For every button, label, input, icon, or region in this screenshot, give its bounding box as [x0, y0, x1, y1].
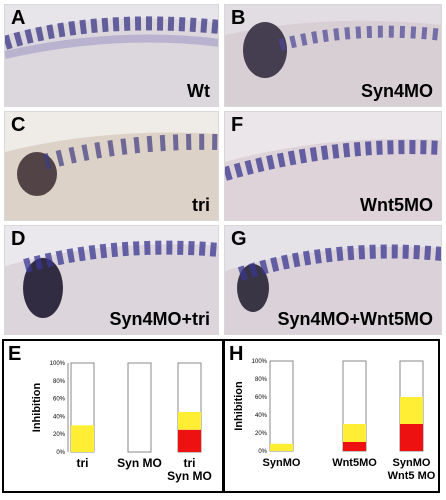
y-tick-label: 40%	[255, 413, 268, 419]
embryo-image-c	[5, 112, 218, 220]
bar-segment	[343, 424, 366, 442]
bar-outline	[269, 360, 294, 452]
bar-segment	[400, 424, 423, 451]
embryo-image-g	[225, 226, 441, 334]
category-label: Syn MO	[117, 456, 162, 470]
panel-caption: Syn4MO	[360, 81, 433, 101]
embryo-image-f	[225, 112, 441, 220]
y-tick-label: 60%	[255, 395, 268, 401]
panel-g: G Syn4MO+Wnt5MO	[224, 225, 442, 335]
chart-h: H Inhibition 0% 20% 40% 60% 80% 100% SynMO Wnt5M…	[225, 341, 438, 491]
category-label: tri	[184, 456, 196, 470]
chart-letter: H	[229, 343, 244, 365]
panel-letter: C	[11, 114, 26, 136]
chart-e: E Inhibition 0% 20% 40% 60% 80% 100% tri Syn MO t…	[4, 341, 222, 491]
embryo-image-a	[5, 5, 218, 106]
panel-b: B Syn4MO	[224, 4, 442, 107]
graphs-divider	[222, 339, 225, 493]
bar-segment	[400, 397, 423, 424]
panel-letter: A	[11, 7, 26, 29]
y-axis-label: Inhibition	[233, 381, 245, 431]
y-tick-label: 80%	[255, 377, 268, 383]
y-axis-label: Inhibition	[31, 382, 43, 432]
panel-caption: Wnt5MO	[360, 195, 433, 215]
chart-letter: E	[8, 343, 22, 365]
bar-outline	[127, 362, 152, 453]
y-tick-label: 100%	[50, 361, 66, 367]
embryo-image-d	[5, 226, 218, 334]
category-label: SynMO	[263, 457, 301, 469]
panel-caption: tri	[192, 195, 210, 215]
panel-c: C tri	[4, 111, 219, 221]
bar-segment	[270, 443, 293, 451]
embryo-image-b	[225, 5, 441, 106]
y-tick-label: 0%	[56, 450, 65, 456]
bar-segment	[178, 429, 201, 452]
y-tick-label: 0%	[258, 449, 267, 455]
panel-f: F Wnt5MO	[224, 111, 442, 221]
panel-caption: Syn4MO+Wnt5MO	[277, 309, 433, 329]
chart-h-svg: Inhibition 0% 20% 40% 60% 80% 100% SynMO Wnt5MO S…	[233, 359, 436, 482]
panel-letter: F	[231, 114, 244, 136]
category-label: Wnt5MO	[332, 457, 377, 469]
category-label: SynMO	[393, 457, 431, 469]
panel-letter: B	[231, 7, 246, 29]
graphs-frame	[2, 339, 440, 493]
category-label: tri	[77, 456, 89, 470]
bar-segment	[71, 425, 94, 452]
y-tick-label: 60%	[53, 397, 66, 403]
panel-a: A Wt	[4, 4, 219, 107]
y-tick-label: 40%	[53, 414, 66, 420]
category-label: Wnt5 MO	[388, 470, 436, 482]
panel-caption: Syn4MO+tri	[109, 309, 210, 329]
panel-caption: Wt	[187, 81, 210, 101]
y-tick-label: 20%	[255, 431, 268, 437]
bar-segment	[343, 442, 366, 451]
panel-letter: G	[231, 228, 247, 250]
y-tick-label: 20%	[53, 432, 66, 438]
y-tick-label: 100%	[252, 359, 268, 365]
bar-segment	[178, 411, 201, 430]
panel-letter: D	[11, 228, 26, 250]
category-label: Syn MO	[167, 469, 212, 483]
y-tick-label: 80%	[53, 379, 66, 385]
panel-d: D Syn4MO+tri	[4, 225, 219, 335]
